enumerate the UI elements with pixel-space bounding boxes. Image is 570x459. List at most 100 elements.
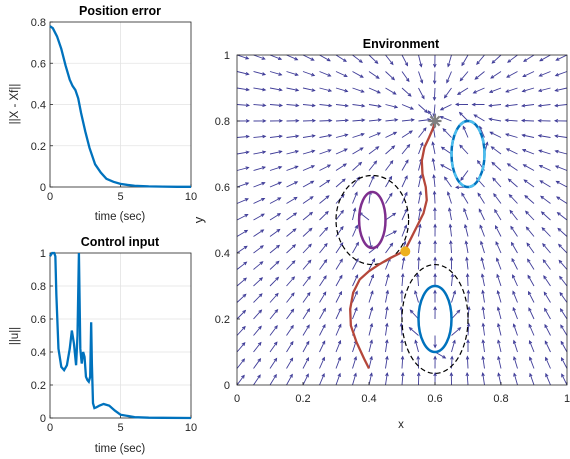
field-arrow [508, 193, 518, 204]
x-tick-label: 0 [47, 422, 53, 434]
y-tick-label: 1 [40, 248, 46, 260]
field-arrow [286, 276, 296, 287]
field-arrow [480, 273, 485, 287]
field-arrow [319, 356, 325, 369]
field-arrow [512, 290, 518, 303]
field-arrow [401, 159, 409, 171]
field-arrow [302, 324, 310, 336]
field-arrow [335, 339, 342, 353]
field-arrow [465, 355, 470, 369]
field-arrow [368, 118, 382, 122]
field-arrow [319, 373, 325, 386]
goal-star-stroke [429, 115, 441, 127]
field-arrow [524, 210, 535, 221]
obstacle-ellipse [417, 284, 453, 354]
field-arrow [269, 165, 283, 171]
field-arrow [319, 103, 333, 108]
obstacle-ellipse-inner [450, 119, 486, 189]
field-arrow [385, 242, 394, 254]
field-arrow [512, 323, 518, 336]
field-arrow [253, 103, 267, 108]
field-arrow [335, 307, 342, 320]
field-arrow [253, 71, 267, 76]
field-arrow [446, 191, 452, 204]
field-arrow [471, 102, 485, 107]
field-arrow [335, 54, 347, 62]
field-arrow [286, 212, 298, 221]
field-arrow [385, 230, 398, 237]
field-arrow [385, 160, 394, 171]
field-arrow [561, 373, 568, 386]
field-arrow [286, 87, 300, 92]
field-arrow [523, 54, 535, 62]
field-arrow [528, 339, 535, 353]
field-arrow [286, 181, 299, 188]
field-arrow [368, 87, 381, 94]
field-arrow [559, 308, 568, 320]
field-arrow [449, 371, 454, 386]
field-arrow [385, 372, 389, 386]
y-tick-label: 0.2 [215, 314, 230, 326]
field-arrow [286, 196, 298, 204]
field-arrow [449, 256, 454, 270]
field-arrow [490, 71, 502, 79]
field-arrow [418, 223, 422, 237]
field-arrow [286, 244, 297, 254]
field-arrow [527, 274, 535, 287]
field-arrow [545, 372, 551, 386]
field-arrow [385, 212, 397, 221]
field-arrow [442, 128, 452, 138]
obstacle-influence-boundary [335, 174, 410, 266]
field-arrow [401, 118, 415, 122]
field-arrow [476, 54, 485, 65]
field-arrow [401, 104, 415, 110]
field-arrow [529, 372, 535, 386]
field-arrow [506, 71, 518, 78]
field-arrow [447, 207, 452, 221]
y-tick-label: 0.8 [31, 17, 46, 29]
position-error-title: Position error [79, 4, 161, 18]
field-arrow [451, 327, 462, 336]
field-arrow [335, 87, 349, 93]
field-arrow [286, 149, 300, 155]
y-tick-label: 0.8 [31, 281, 46, 293]
field-arrow [505, 87, 518, 93]
field-arrow [368, 146, 380, 155]
field-arrow [236, 261, 248, 270]
field-arrow [236, 87, 250, 92]
field-arrow [236, 245, 248, 254]
x-tick-label: 0 [47, 191, 53, 203]
field-arrow [236, 214, 249, 221]
field-arrow [418, 127, 427, 138]
field-arrow [368, 160, 378, 171]
field-arrow [528, 290, 535, 303]
field-arrow [335, 225, 344, 237]
field-arrow [496, 273, 502, 287]
field-arrow [236, 71, 250, 76]
field-arrow [463, 223, 469, 237]
field-arrow [319, 226, 329, 237]
field-arrow [401, 224, 408, 237]
field-arrow [319, 307, 326, 320]
field-arrow [286, 134, 300, 139]
field-arrow [465, 371, 470, 386]
field-arrow [556, 211, 568, 221]
field-arrow [302, 71, 316, 77]
field-arrow [385, 118, 399, 122]
field-arrow [521, 149, 535, 155]
field-arrow [440, 146, 452, 155]
field-arrow [497, 322, 502, 336]
field-arrow [385, 175, 393, 188]
field-arrow [510, 225, 518, 237]
field-arrow [368, 132, 382, 138]
field-arrow [401, 71, 410, 83]
field-arrow [253, 213, 265, 221]
field-arrow [417, 240, 422, 254]
field-arrow [269, 54, 283, 61]
field-arrow [335, 163, 347, 171]
field-arrow [418, 141, 424, 155]
field-arrow [385, 145, 396, 155]
field-arrow [401, 256, 406, 270]
field-arrow [521, 87, 535, 93]
field-arrow [319, 275, 327, 287]
